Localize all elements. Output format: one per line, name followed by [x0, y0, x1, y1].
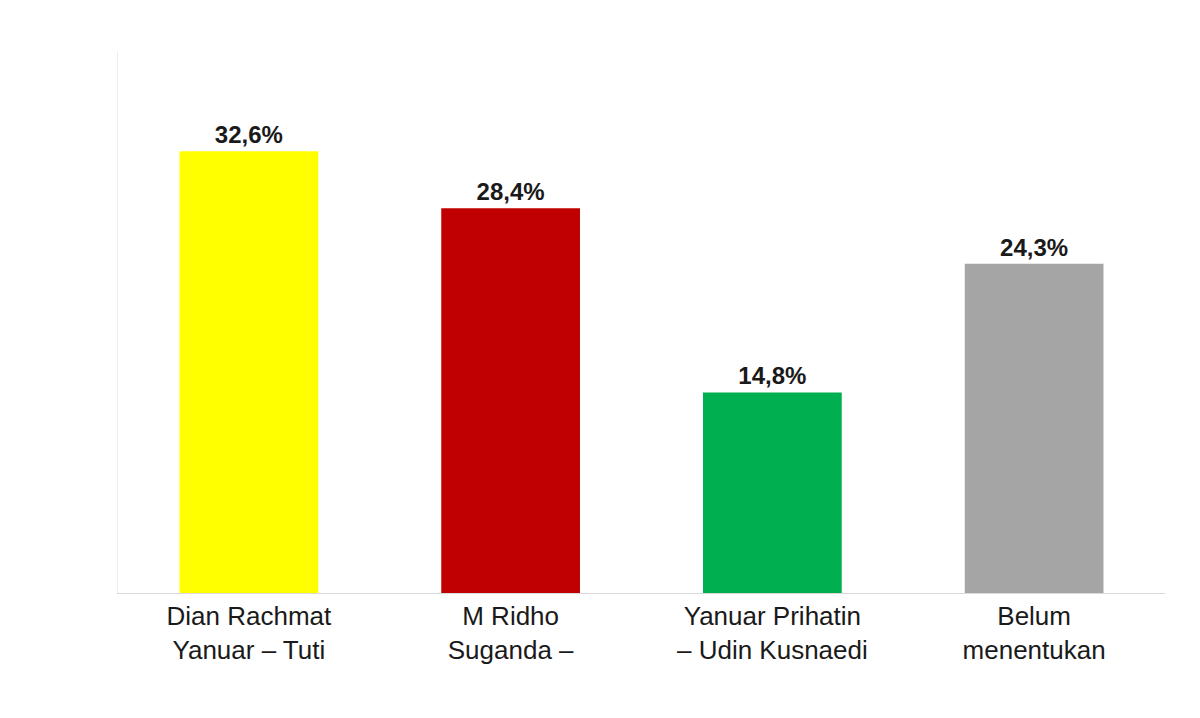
svg-text:28,4%: 28,4%: [477, 178, 545, 205]
svg-text:Belummenentukan: Belummenentukan: [963, 601, 1106, 665]
svg-text:32,6%: 32,6%: [215, 121, 283, 148]
svg-text:Yanuar Prihatin– Udin Kusnaedi: Yanuar Prihatin– Udin Kusnaedi: [677, 601, 868, 665]
svg-text:24,3%: 24,3%: [1000, 234, 1068, 261]
svg-text:Dian RachmatYanuar – Tuti: Dian RachmatYanuar – Tuti: [167, 601, 333, 665]
svg-text:M RidhoSuganda –: M RidhoSuganda –: [448, 601, 574, 665]
svg-text:14,8%: 14,8%: [738, 362, 806, 389]
